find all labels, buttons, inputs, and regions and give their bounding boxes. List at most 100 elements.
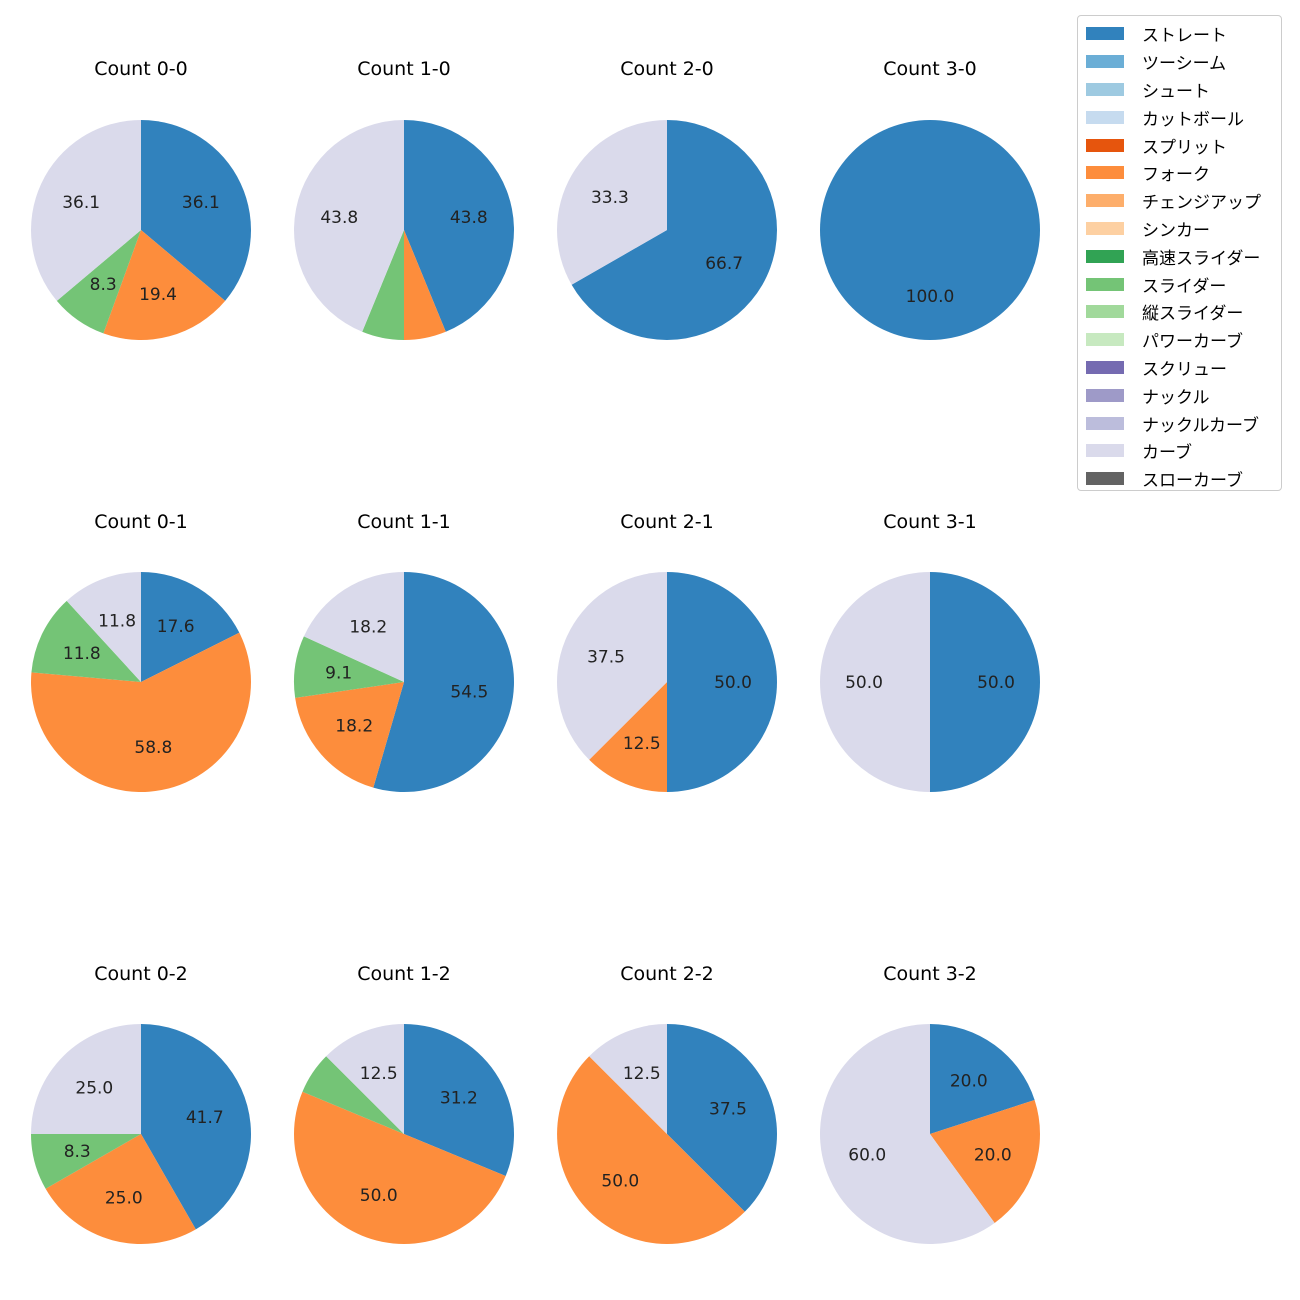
legend-swatch (1086, 388, 1124, 402)
pie-title: Count 1-0 (357, 58, 451, 80)
slice-label: 11.8 (98, 611, 136, 631)
slice-label: 18.2 (349, 617, 387, 637)
legend-label: パワーカーブ (1142, 332, 1243, 353)
pie-slice (302, 1056, 404, 1134)
slice-label: 36.1 (62, 193, 100, 213)
legend-label: スローカーブ (1142, 471, 1243, 492)
pie-7: Count 2-1 50.0 12.5 37.5 (557, 511, 777, 792)
pie-slice (66, 572, 141, 682)
legend-swatch (1086, 82, 1124, 96)
legend-label: シンカー (1142, 220, 1210, 241)
slice-label: 58.8 (134, 738, 172, 758)
legend-swatch (1086, 360, 1124, 374)
pie-9: Count 0-2 41.7 25.0 8.3 25.0 (31, 963, 252, 1244)
legend-label: ナックルカーブ (1142, 415, 1259, 436)
legend-item: スライダー (1086, 270, 1281, 298)
slice-label: 12.5 (623, 1064, 661, 1084)
pie-title: Count 1-2 (357, 963, 451, 985)
pie-slice (141, 572, 240, 682)
slice-label: 11.8 (63, 644, 101, 664)
pie-title: Count 3-0 (883, 58, 977, 80)
slice-label: 50.0 (601, 1172, 639, 1192)
pie-slice (557, 572, 667, 760)
pie-slice (930, 572, 1040, 792)
legend-item: シンカー (1086, 215, 1281, 243)
pie-slice (589, 682, 667, 792)
slice-label: 19.4 (139, 285, 177, 305)
slice-label: 50.0 (714, 673, 752, 693)
legend-label: フォーク (1142, 165, 1210, 186)
legend-swatch (1086, 138, 1124, 152)
legend-label: カーブ (1142, 443, 1192, 464)
legend-item: スプリット (1086, 131, 1281, 159)
legend-label: シュート (1142, 81, 1210, 102)
legend-swatch (1086, 55, 1124, 69)
legend-label: ストレート (1142, 26, 1227, 47)
slice-label: 20.0 (974, 1145, 1012, 1165)
pie-6: Count 1-1 54.5 18.2 9.1 18.2 (294, 511, 514, 792)
pie-slice (373, 572, 514, 792)
pie-1: Count 0-0 36.1 19.4 8.3 36.1 (30, 58, 252, 340)
pie-slice (56, 230, 142, 334)
slice-label: 50.0 (360, 1186, 398, 1206)
legend-label: チェンジアップ (1142, 193, 1261, 214)
pie-slice (404, 230, 446, 340)
slice-label: 20.0 (950, 1072, 988, 1092)
slice-label: 36.1 (182, 193, 220, 213)
pie-title: Count 3-1 (883, 511, 977, 533)
pie-title: Count 2-2 (620, 963, 714, 985)
pie-10: Count 1-2 31.2 50.0 12.5 (293, 963, 514, 1245)
slice-label: 100.0 (906, 287, 955, 307)
pie-slice (571, 120, 777, 340)
legend-item: スローカーブ (1086, 465, 1281, 493)
pie-title: Count 0-2 (94, 963, 188, 985)
slice-label: 50.0 (845, 673, 883, 693)
pie-slice (404, 1024, 514, 1176)
legend-item: ストレート (1086, 20, 1281, 48)
pie-4: Count 3-0 100.0 (820, 58, 1040, 340)
pie-12: Count 3-2 20.0 20.0 60.0 (819, 963, 1040, 1244)
legend-label: ツーシーム (1142, 54, 1227, 75)
legend-swatch (1086, 333, 1124, 347)
pie-title: Count 0-0 (94, 58, 188, 80)
pie-8: Count 3-1 50.0 50.0 (820, 511, 1040, 792)
legend-item: ナックル (1086, 381, 1281, 409)
slice-label: 66.7 (705, 254, 743, 274)
legend-label: カットボール (1142, 109, 1244, 130)
legend-item: ナックルカーブ (1086, 409, 1281, 437)
pie-slice (295, 682, 404, 788)
slice-label: 31.2 (440, 1088, 478, 1108)
legend-label: スプリット (1142, 137, 1227, 158)
slice-label: 9.1 (325, 664, 352, 684)
pie-slice (589, 1024, 667, 1134)
legend-label: スライダー (1142, 276, 1227, 297)
slice-label: 12.5 (623, 734, 661, 754)
pie-slice (930, 1100, 1040, 1223)
pie-slice (103, 230, 226, 340)
slice-label: 17.6 (157, 617, 195, 637)
legend-swatch (1086, 277, 1124, 291)
legend-swatch (1086, 221, 1124, 235)
pie-slice (667, 1024, 777, 1212)
legend-item: パワーカーブ (1086, 326, 1281, 354)
pie-slice (326, 1024, 404, 1134)
pie-slice (31, 600, 142, 682)
pie-slice (819, 1024, 995, 1244)
legend-item: シュート (1086, 76, 1281, 104)
pie-slice (556, 120, 667, 285)
pie-slice (303, 572, 404, 682)
pie-slice (404, 120, 514, 332)
legend-swatch (1086, 444, 1124, 458)
pie-slice (45, 1134, 196, 1244)
legend-label: スクリュー (1142, 359, 1227, 380)
legend-swatch (1086, 305, 1124, 319)
slice-label: 25.0 (105, 1189, 143, 1209)
legend: ストレートツーシームシュートカットボール スプリットフォークチェンジアップ シンカー… (1077, 15, 1282, 491)
legend-item: 縦スライダー (1086, 298, 1281, 326)
legend-swatch (1086, 416, 1124, 430)
pie-slice (667, 572, 777, 792)
legend-label: 高速スライダー (1142, 248, 1261, 269)
slice-label: 33.3 (591, 188, 629, 208)
pie-slice (362, 230, 404, 340)
